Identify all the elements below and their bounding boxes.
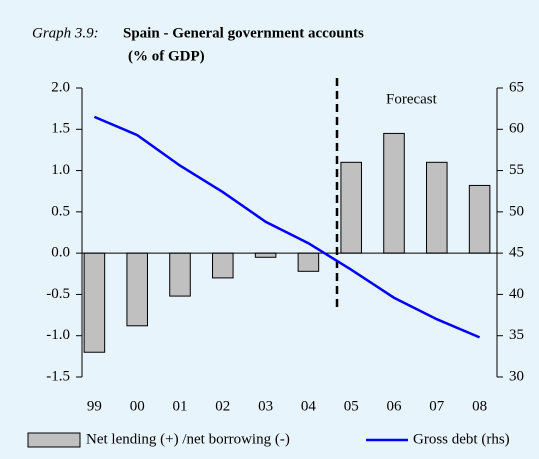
bar — [126, 252, 148, 327]
chart-subtitle: (% of GDP) — [128, 48, 205, 64]
x-tick-label: 03 — [258, 398, 273, 414]
chart-title: Spain - General government accounts — [123, 25, 364, 41]
x-tick-label: 05 — [344, 398, 359, 414]
bar — [212, 252, 234, 279]
y2-tick-label: 35 — [509, 327, 524, 343]
annotation: Forecast — [386, 91, 438, 107]
chart-label: Graph 3.9: — [32, 25, 99, 41]
y2-tick-label: 60 — [509, 121, 524, 137]
bar — [254, 252, 277, 258]
y2-tick-label: 50 — [509, 203, 524, 219]
bar — [468, 184, 491, 254]
bar — [297, 252, 320, 272]
x-tick-label: 99 — [87, 398, 102, 414]
bar — [83, 252, 106, 353]
x-tick-label: 00 — [130, 398, 145, 414]
y-tick-label: 1.5 — [51, 121, 70, 137]
x-tick-label: 02 — [215, 398, 230, 414]
bar — [383, 132, 405, 254]
y2-tick-label: 30 — [509, 368, 524, 384]
bar — [426, 161, 448, 254]
y-tick-label: -0.5 — [46, 286, 70, 302]
y2-tick-label: 55 — [509, 162, 524, 178]
x-tick-label: 04 — [301, 398, 317, 414]
legend-label: Net lending (+) /net borrowing (-) — [86, 431, 290, 447]
y-tick-label: -1.0 — [46, 327, 70, 343]
line — [93, 115, 481, 339]
x-tick-label: 01 — [173, 398, 188, 414]
y-tick-label: -1.5 — [46, 368, 70, 384]
x-tick-label: 08 — [472, 398, 487, 414]
y-tick-label: 2.0 — [51, 79, 70, 95]
bar — [169, 252, 191, 297]
bar — [340, 161, 362, 254]
x-tick-label: 06 — [387, 398, 403, 414]
legend-swatch — [27, 432, 81, 448]
y2-tick-label: 40 — [509, 286, 524, 302]
y-tick-label: 0.5 — [51, 203, 70, 219]
y-tick-label: 0.0 — [51, 245, 70, 261]
y-tick-label: 1.0 — [51, 162, 70, 178]
legend-label: Gross debt (rhs) — [413, 431, 510, 447]
y2-tick-label: 45 — [509, 245, 524, 261]
x-tick-label: 07 — [429, 398, 445, 414]
y2-tick-label: 65 — [509, 79, 524, 95]
